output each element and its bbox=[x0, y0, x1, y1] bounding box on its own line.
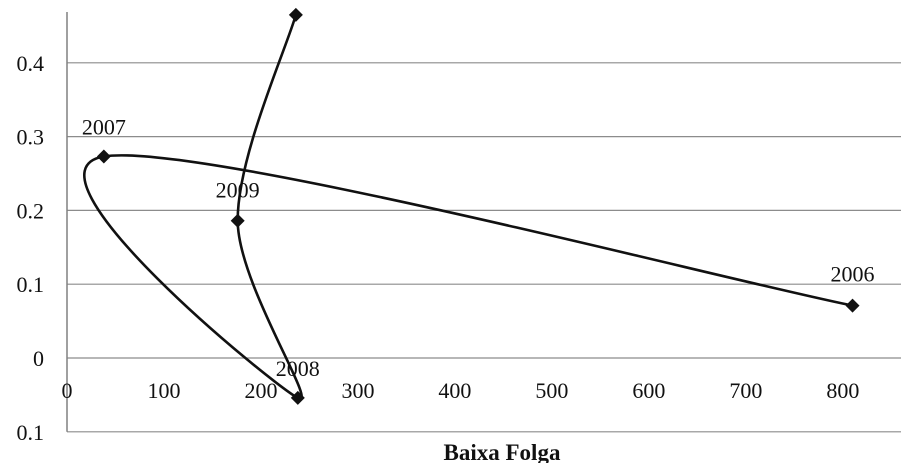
x-tick-label: 600 bbox=[632, 378, 665, 403]
data-point bbox=[230, 213, 245, 228]
data-point bbox=[96, 149, 111, 164]
y-tick-label: 0.3 bbox=[17, 125, 45, 150]
y-tick-label: 0.1 bbox=[17, 272, 45, 297]
y-tick-labels: 0.1 0 0.1 0.2 0.3 0.4 bbox=[17, 51, 45, 445]
data-point bbox=[288, 7, 303, 22]
y-tick-label: 0.4 bbox=[17, 51, 45, 76]
point-label: 2006 bbox=[831, 262, 875, 287]
y-tick-label: 0 bbox=[33, 346, 44, 371]
x-tick-label: 500 bbox=[535, 378, 568, 403]
data-point bbox=[290, 390, 305, 405]
data-point bbox=[845, 298, 860, 313]
x-tick-label: 300 bbox=[341, 378, 374, 403]
x-tick-label: 700 bbox=[729, 378, 762, 403]
point-label: 2008 bbox=[276, 356, 320, 381]
y-tick-label: 0.1 bbox=[17, 420, 45, 445]
gridlines bbox=[67, 62, 901, 433]
point-labels: 2006 2007 2008 2009 bbox=[82, 115, 875, 381]
x-tick-label: 200 bbox=[244, 378, 277, 403]
x-axis-label: Baixa Folga bbox=[444, 440, 561, 463]
x-tick-label: 100 bbox=[147, 378, 180, 403]
data-points bbox=[96, 7, 860, 405]
x-tick-label: 0 bbox=[62, 378, 73, 403]
x-tick-label: 800 bbox=[826, 378, 859, 403]
x-tick-labels: 0 100 200 300 400 500 600 700 800 bbox=[62, 378, 860, 403]
series-line bbox=[83, 14, 853, 400]
point-label: 2007 bbox=[82, 115, 126, 140]
y-tick-label: 0.2 bbox=[17, 198, 45, 223]
point-label: 2009 bbox=[216, 178, 260, 203]
x-tick-label: 400 bbox=[438, 378, 471, 403]
